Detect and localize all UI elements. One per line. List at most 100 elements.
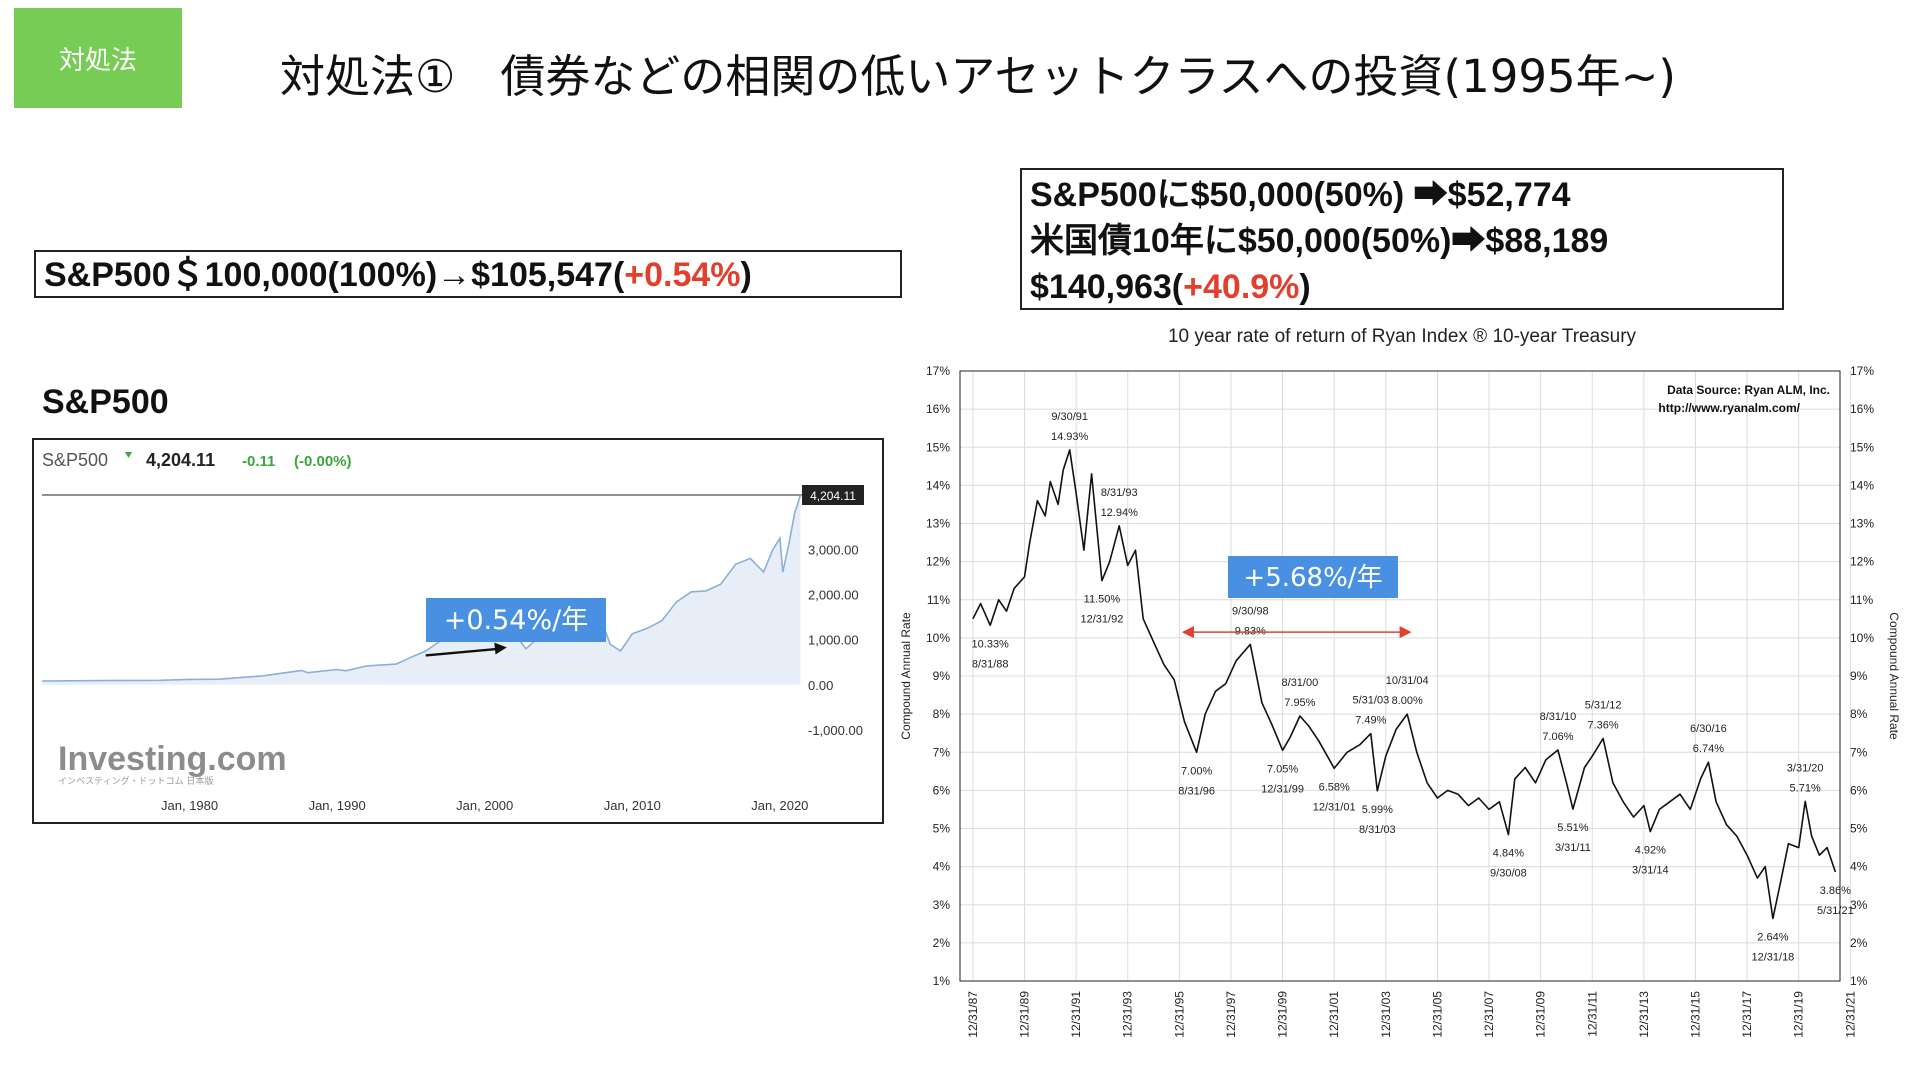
ryan-y-tick-left-10: 11% [927, 593, 950, 607]
ryan-annot-value-0: 10.33% [972, 638, 1010, 650]
ryan-y-tick-right-15: 16% [1850, 402, 1874, 416]
ryan-x-tick-11: 12/31/09 [1534, 991, 1548, 1038]
ryan-y-tick-left-12: 13% [926, 517, 950, 531]
investing-logo-sub: インベスティング・ドットコム 日本版 [58, 775, 214, 787]
ryan-annot-date-9: 5/31/03 [1352, 695, 1389, 707]
ryan-annot-value-3: 12.94% [1101, 507, 1139, 519]
ryan-y-tick-right-5: 6% [1850, 783, 1868, 797]
ryan-treasury-chart: 12/31/87 12/31/89 12/31/91 12/31/93 12/31/95… [899, 364, 1901, 1038]
ryan-annot-value-18: 2.64% [1757, 931, 1788, 943]
ryan-annot-value-15: 7.36% [1587, 720, 1618, 732]
sp-trend-arrowhead [494, 642, 507, 655]
sp500-only-text: S&P500＄100,000(100%)→$105,547( [44, 256, 625, 294]
ryan-range-arrowhead-left [1181, 626, 1194, 639]
ryan-annot-date-6: 12/31/99 [1261, 783, 1304, 795]
ryan-annot-date-13: 8/31/10 [1540, 711, 1577, 723]
ryan-annot-value-6: 7.05% [1267, 763, 1298, 775]
ryan-y-tick-left-9: 10% [926, 631, 950, 645]
sp500-only-tail: ) [740, 256, 752, 294]
ryan-annot-date-18: 12/31/18 [1751, 951, 1794, 963]
sp500-chart-label: S&P500 [42, 383, 169, 421]
ryan-annot-value-8: 6.58% [1319, 781, 1350, 793]
ryan-annot-value-11: 8.00% [1392, 695, 1423, 707]
ryan-annot-date-12: 9/30/08 [1490, 868, 1527, 880]
ryan-y-tick-left-11: 12% [926, 555, 950, 569]
ryan-x-tick-17: 12/31/21 [1843, 991, 1857, 1038]
ryan-annot-date-0: 8/31/88 [972, 658, 1009, 670]
sp-y-tick-3: 0.00 [808, 678, 833, 693]
ryan-y-tick-right-6: 7% [1850, 745, 1868, 759]
ryan-y-tick-left-0: 1% [933, 974, 951, 988]
ryan-y-tick-right-14: 15% [1850, 440, 1874, 454]
ryan-x-tick-0: 12/31/87 [966, 991, 980, 1038]
sp-y-tick-2: 1,000.00 [808, 633, 859, 648]
sp-x-tick-2: Jan, 2000 [456, 798, 513, 813]
investing-logo: Investing.com [58, 740, 287, 778]
mixed-line-total: $140,963(+40.9%) [1030, 264, 1774, 310]
ryan-y-tick-left-6: 7% [933, 745, 951, 759]
ryan-annot-date-19: 3/31/20 [1787, 762, 1824, 774]
ryan-series-line [972, 449, 1837, 920]
ryan-y-tick-right-12: 13% [1850, 517, 1874, 531]
mixed-total-return: +40.9% [1183, 268, 1300, 306]
ryan-annot-date-17: 6/30/16 [1690, 723, 1727, 735]
sp-price-tag: 4,204.11 [810, 489, 856, 503]
ryan-badge-text: +5.68%/年 [1243, 563, 1382, 593]
ryan-annot-value-20: 3.86% [1820, 885, 1851, 897]
mixed-line-sp500: S&P500に$50,000(50%) ➡$52,774 [1030, 176, 1571, 214]
sp-price-tag-bg [802, 485, 864, 505]
sp500-only-result-box: S&P500＄100,000(100%)→$105,547(+0.54%) [34, 250, 902, 298]
ryan-annot-date-5: 9/30/98 [1232, 605, 1269, 617]
ryan-annot-value-19: 5.71% [1790, 782, 1821, 794]
ryan-annot-value-9: 7.49% [1355, 715, 1386, 727]
page-title: 対処法① 債券などの相関の低いアセットクラスへの投資(1995年~) [280, 50, 1676, 103]
ryan-x-tick-10: 12/31/07 [1482, 991, 1496, 1038]
ryan-annot-value-14: 5.51% [1557, 822, 1588, 834]
ryan-ylabel-left: Compound Annual Rate [899, 612, 913, 740]
ryan-y-tick-right-10: 11% [1850, 593, 1873, 607]
ryan-source-line1: Data Source: Ryan ALM, Inc. [1667, 383, 1830, 397]
sp-area [42, 495, 801, 685]
ryan-annot-date-4: 8/31/96 [1178, 785, 1215, 797]
sp-annotation-text: +0.54%/年 [444, 605, 589, 636]
ryan-y-tick-left-7: 8% [933, 707, 951, 721]
ryan-x-tick-12: 12/31/11 [1585, 991, 1599, 1037]
sp-y-tick-1: 2,000.00 [808, 588, 859, 603]
ryan-annot-value-2: 11.50% [1084, 594, 1121, 606]
sp-header-name: S&P500 [42, 450, 108, 470]
ryan-annot-value-13: 7.06% [1542, 731, 1573, 743]
ryan-annot-date-20: 5/31/21 [1817, 905, 1854, 917]
ryan-x-tick-4: 12/31/95 [1172, 991, 1186, 1038]
ryan-y-tick-right-4: 5% [1850, 822, 1868, 836]
ryan-annot-value-12: 4.84% [1493, 848, 1524, 860]
ryan-annot-value-17: 6.74% [1693, 743, 1724, 755]
ryan-x-tick-13: 12/31/13 [1637, 991, 1651, 1038]
ryan-annot-value-16: 4.92% [1635, 845, 1666, 857]
ryan-ylabel-right: Compound Annual Rate [1887, 612, 1901, 740]
ryan-x-tick-14: 12/31/15 [1688, 991, 1702, 1038]
ryan-x-tick-16: 12/31/19 [1792, 991, 1806, 1038]
ryan-x-tick-9: 12/31/05 [1430, 991, 1444, 1038]
ryan-annot-date-11: 10/31/04 [1386, 675, 1429, 687]
sp500-chart: S&P500 4,204.11 -0.11 (-0.00%) 4,204.11 3,000… [32, 438, 884, 824]
mixed-line-treasury: 米国債10年に$50,000(50%)➡$88,189 [1030, 222, 1609, 260]
ryan-annot-date-14: 3/31/11 [1555, 842, 1591, 854]
ryan-y-tick-right-13: 14% [1850, 478, 1874, 492]
section-tag: 対処法 [14, 8, 182, 108]
sp-x-tick-3: Jan, 2010 [604, 798, 661, 813]
ryan-x-tick-5: 12/31/97 [1224, 991, 1238, 1038]
ryan-annot-value-5: 9.83% [1235, 625, 1266, 637]
ryan-y-tick-left-8: 9% [933, 669, 951, 683]
ryan-chart-title: 10 year rate of return of Ryan Index ® 1… [1167, 326, 1637, 347]
ryan-annot-value-7: 7.95% [1284, 697, 1315, 709]
sp-y-tick-4: -1,000.00 [808, 723, 863, 738]
ryan-x-tick-15: 12/31/17 [1740, 991, 1754, 1038]
ryan-annot-date-7: 8/31/00 [1282, 677, 1319, 689]
mixed-total-tail: ) [1299, 268, 1311, 306]
sp-x-tick-1: Jan, 1990 [309, 798, 366, 813]
sp-x-tick-4: Jan, 2020 [751, 798, 808, 813]
ryan-plot-frame [959, 370, 1841, 982]
ryan-y-tick-right-9: 10% [1850, 631, 1874, 645]
ryan-range-arrowhead-right [1399, 626, 1412, 639]
ryan-x-tick-2: 12/31/91 [1069, 991, 1083, 1038]
